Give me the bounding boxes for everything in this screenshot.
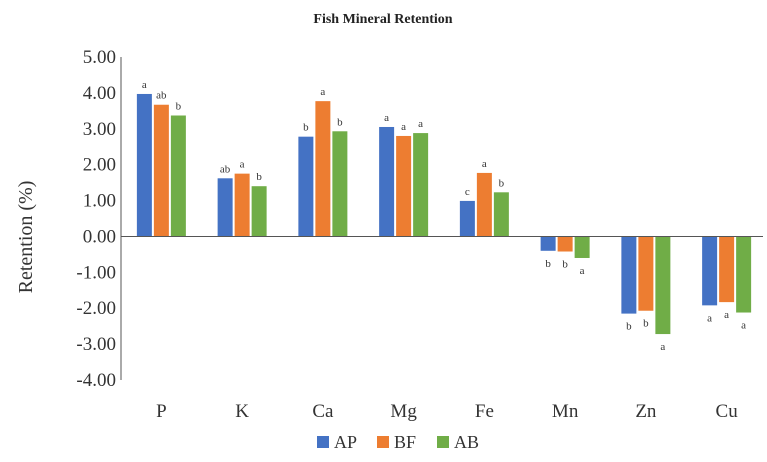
significance-letter: a	[660, 341, 665, 353]
significance-letter: b	[626, 321, 632, 333]
chart-title: Fish Mineral Retention	[313, 12, 452, 27]
significance-letter: ab	[220, 163, 231, 175]
bar-ab-k	[251, 186, 267, 237]
y-tick-label: -2.00	[76, 298, 116, 319]
significance-letter: a	[707, 312, 712, 324]
x-tick-label: Cu	[716, 401, 739, 422]
legend-label-ab: AB	[454, 432, 479, 452]
bar-ap-fe	[459, 200, 475, 237]
bar-bf-zn	[638, 236, 654, 311]
y-tick-label: 2.00	[83, 155, 116, 176]
x-tick-label: Ca	[312, 401, 334, 422]
legend-swatch-ab	[437, 436, 449, 448]
significance-letter: a	[384, 112, 389, 124]
x-tick-label: Fe	[475, 401, 494, 422]
legend-swatch-bf	[377, 436, 389, 448]
y-tick-label: -4.00	[76, 370, 116, 391]
bar-ap-ca	[298, 136, 314, 237]
legend-label-bf: BF	[394, 432, 416, 452]
bar-ab-cu	[736, 236, 752, 313]
significance-letter: a	[741, 320, 746, 332]
bar-bf-k	[234, 173, 250, 237]
y-tick-label: 1.00	[83, 191, 116, 212]
significance-letter: b	[562, 259, 568, 271]
significance-letter: b	[643, 318, 649, 330]
bar-ap-mg	[379, 126, 395, 237]
bar-ab-ca	[332, 131, 348, 237]
bar-ap-mn	[540, 236, 556, 251]
bar-bf-fe	[476, 172, 492, 237]
bar-ab-mg	[413, 133, 429, 237]
bar-bf-ca	[315, 101, 331, 237]
significance-letter: a	[401, 121, 406, 133]
y-tick-label: -3.00	[76, 334, 116, 355]
significance-letter: a	[580, 265, 585, 277]
significance-letter: c	[465, 186, 470, 198]
bar-ap-zn	[621, 236, 637, 314]
bar-bf-mg	[396, 135, 412, 237]
significance-letter: a	[320, 86, 325, 98]
significance-letter: b	[176, 100, 182, 112]
bar-ab-zn	[655, 236, 671, 335]
y-tick-label: -1.00	[76, 262, 116, 283]
legend-label-ap: AP	[334, 432, 357, 452]
significance-letter: b	[256, 171, 262, 183]
y-axis-label: Retention (%)	[15, 181, 37, 294]
bar-ap-cu	[702, 236, 718, 306]
significance-letter: b	[499, 177, 505, 189]
bar-ap-p	[136, 93, 152, 237]
bar-bf-mn	[557, 236, 573, 252]
significance-letter: b	[545, 258, 551, 270]
plot-area: 5.00 4.00 3.00 2.00 1.00 0.00 -1.00 -2.00 -3.00 -…	[76, 47, 763, 422]
significance-letter: a	[418, 118, 423, 130]
x-tick-label: Mg	[390, 401, 417, 422]
bar-ab-mn	[574, 236, 590, 258]
significance-letter: a	[482, 158, 487, 170]
bar-ab-p	[170, 115, 186, 237]
significance-letter: a	[724, 309, 729, 321]
legend: AP BF AB	[317, 432, 479, 452]
significance-letter: a	[142, 79, 147, 91]
bar-bf-cu	[719, 236, 735, 303]
significance-letter: b	[303, 122, 309, 134]
y-tick-label: 0.00	[83, 226, 116, 247]
y-tick-label: 3.00	[83, 119, 116, 140]
y-tick-label: 4.00	[83, 83, 116, 104]
significance-letter: a	[240, 159, 245, 171]
x-tick-label: P	[156, 401, 167, 422]
bar-ap-k	[217, 178, 233, 237]
significance-letter: ab	[156, 90, 167, 102]
y-tick-label: 5.00	[83, 47, 116, 68]
x-tick-label: K	[235, 401, 249, 422]
bar-bf-p	[153, 104, 169, 237]
x-tick-label: Zn	[635, 401, 657, 422]
significance-letter: b	[337, 116, 343, 128]
legend-swatch-ap	[317, 436, 329, 448]
bar-ab-fe	[493, 192, 509, 237]
x-tick-label: Mn	[552, 401, 579, 422]
